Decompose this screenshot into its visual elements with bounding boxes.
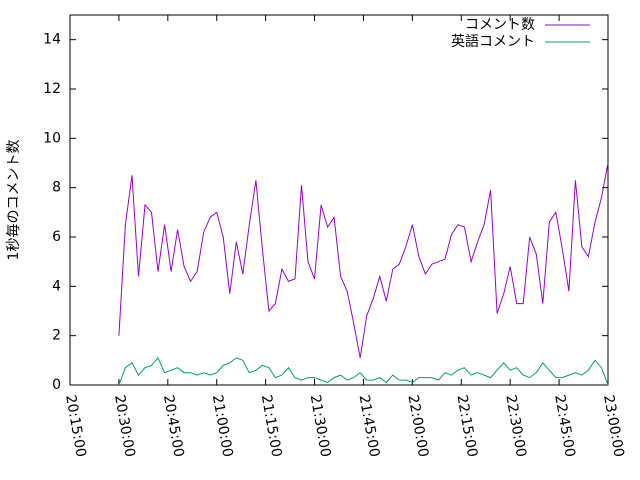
y-tick-label: 6 — [52, 229, 61, 245]
legend-label: 英語コメント — [451, 33, 535, 50]
series-line — [118, 162, 609, 358]
x-tick-label: 22:30:00 — [502, 394, 529, 459]
y-axis-label: 1秒毎のコメント数 — [6, 140, 22, 261]
x-tick-label: 21:30:00 — [307, 394, 334, 459]
x-tick-label: 21:15:00 — [258, 394, 285, 459]
x-tick-label: 20:15:00 — [62, 394, 89, 459]
x-tick-label: 20:30:00 — [111, 394, 138, 459]
x-tick-label: 21:00:00 — [209, 394, 236, 459]
legend-label: コメント数 — [465, 17, 535, 33]
y-tick-label: 14 — [43, 32, 61, 48]
x-tick-label: 21:45:00 — [356, 394, 383, 459]
y-tick-label: 0 — [52, 377, 61, 393]
y-tick-label: 12 — [43, 81, 61, 97]
x-tick-label: 20:45:00 — [160, 394, 187, 459]
plot-frame — [69, 14, 609, 386]
x-tick-label: 22:00:00 — [404, 394, 431, 459]
x-tick-label: 22:45:00 — [551, 394, 578, 459]
y-tick-label: 10 — [43, 130, 61, 146]
series-line — [118, 356, 609, 386]
x-tick-label: 22:15:00 — [453, 394, 480, 459]
y-tick-label: 8 — [52, 180, 61, 196]
y-tick-label: 2 — [52, 328, 61, 344]
x-tick-label: 23:00:00 — [600, 394, 627, 459]
y-tick-label: 4 — [52, 278, 61, 294]
